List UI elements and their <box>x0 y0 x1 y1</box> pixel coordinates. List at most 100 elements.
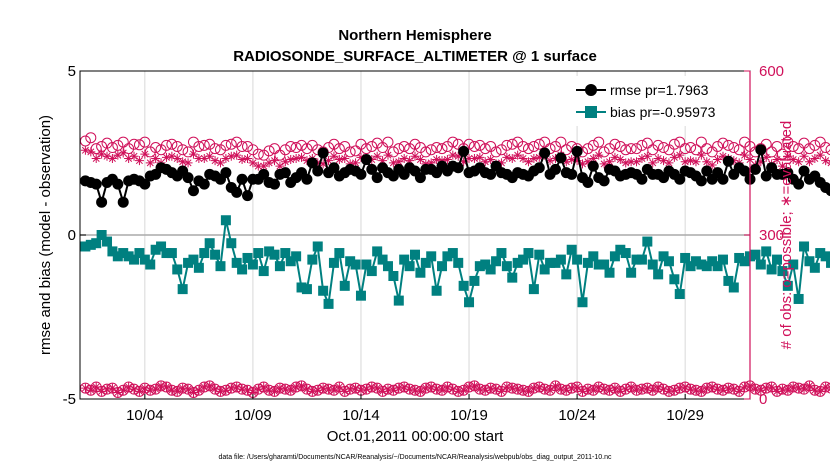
obs-evaluated-point <box>523 157 533 167</box>
obs-evaluated-point <box>232 382 242 392</box>
rmse-point <box>242 190 253 202</box>
obs-possible-point <box>139 136 151 148</box>
obs-evaluated-point <box>761 383 771 393</box>
bias-point <box>382 261 393 272</box>
obs-evaluated-point <box>675 150 685 160</box>
obs-evaluated-point <box>151 384 161 394</box>
bias-point <box>804 256 815 267</box>
bias-point <box>534 249 545 260</box>
bias-point <box>539 264 550 275</box>
bias-point <box>220 215 231 226</box>
bias-point <box>680 252 691 263</box>
obs-possible-point <box>717 137 729 149</box>
bias-point <box>345 256 356 267</box>
obs-evaluated-point <box>718 151 728 161</box>
rmse-point <box>328 162 340 174</box>
obs-evaluated-point <box>637 384 647 394</box>
obs-possible-point <box>269 143 281 155</box>
bias-point <box>156 241 167 252</box>
obs-evaluated-point <box>199 382 209 392</box>
obs-evaluated-point <box>329 385 339 395</box>
obs-evaluated-point <box>356 385 366 395</box>
obs-evaluated-point <box>367 382 377 392</box>
obs-evaluated-point <box>783 151 793 161</box>
obs-evaluated-point <box>442 382 452 392</box>
obs-evaluated-point <box>448 384 458 394</box>
obs-possible-point <box>350 145 362 157</box>
obs-evaluated-point <box>215 158 225 168</box>
obs-evaluated-point <box>804 157 814 167</box>
rmse-point <box>371 172 383 184</box>
bias-point <box>545 257 556 268</box>
bias-point <box>826 257 830 268</box>
bias-point <box>388 271 399 281</box>
bias-point <box>231 257 242 268</box>
obs-evaluated-point <box>259 161 269 171</box>
bias-point <box>604 267 615 278</box>
obs-evaluated-point <box>550 381 560 391</box>
data-file-footnote: data file: /Users/gharamti/Documents/NCA… <box>218 454 612 461</box>
obs-possible-point <box>479 143 491 155</box>
obs-possible-point <box>171 140 183 152</box>
bias-point <box>582 257 593 268</box>
obs-evaluated-point <box>415 386 425 396</box>
obs-possible-point <box>398 140 410 152</box>
obs-evaluated-point <box>145 385 155 395</box>
bias-point <box>177 284 188 295</box>
obs-evaluated-point <box>480 385 490 395</box>
rmse-point <box>793 178 805 190</box>
bias-point <box>161 248 172 259</box>
bias-point <box>809 262 820 273</box>
obs-evaluated-point <box>405 156 415 166</box>
bias-point <box>129 254 140 265</box>
bias-point <box>285 256 296 267</box>
obs-evaluated-point <box>86 147 96 157</box>
bias-point <box>280 248 291 259</box>
obs-evaluated-point <box>188 387 198 397</box>
bias-point <box>615 244 626 255</box>
obs-possible-point <box>236 140 248 152</box>
obs-possible-point <box>820 142 830 154</box>
bias-point <box>226 238 237 249</box>
obs-evaluated-point <box>178 157 188 167</box>
bias-point <box>761 246 772 257</box>
obs-evaluated-point <box>799 151 809 161</box>
bias-point <box>323 298 334 309</box>
bias-point <box>663 256 674 267</box>
bias-point <box>755 259 766 270</box>
obs-evaluated-point <box>740 382 750 392</box>
obs-possible-point <box>555 136 567 148</box>
rmse-point <box>587 160 599 172</box>
obs-evaluated-point <box>815 150 825 160</box>
rmse-point <box>366 163 378 175</box>
bias-point <box>274 261 285 272</box>
rmse-point <box>279 167 291 179</box>
obs-evaluated-point <box>432 155 442 165</box>
obs-evaluated-point <box>340 153 350 163</box>
bias-point <box>685 261 696 272</box>
bias-point <box>318 285 329 296</box>
obs-possible-point <box>528 140 540 152</box>
obs-evaluated-point <box>372 383 382 393</box>
bias-point <box>496 248 507 259</box>
obs-evaluated-point <box>415 155 425 165</box>
obs-possible-point <box>501 139 513 151</box>
bias-point <box>793 293 804 304</box>
obs-possible-point <box>220 139 232 151</box>
obs-evaluated-point <box>205 151 215 161</box>
obs-evaluated-point <box>469 381 479 391</box>
obs-evaluated-point <box>556 384 566 394</box>
obs-evaluated-point <box>388 158 398 168</box>
bias-point <box>799 241 810 252</box>
obs-evaluated-point <box>502 382 512 392</box>
bias-point <box>393 295 404 306</box>
legend-marker-rmse <box>585 84 597 96</box>
obs-possible-point <box>722 139 734 151</box>
rmse-point <box>355 168 367 180</box>
obs-evaluated-point <box>372 151 382 161</box>
obs-evaluated-point <box>615 386 625 396</box>
obs-evaluated-point <box>340 386 350 396</box>
bias-point <box>620 248 631 259</box>
bias-point <box>307 254 318 265</box>
rmse-point <box>739 165 751 177</box>
